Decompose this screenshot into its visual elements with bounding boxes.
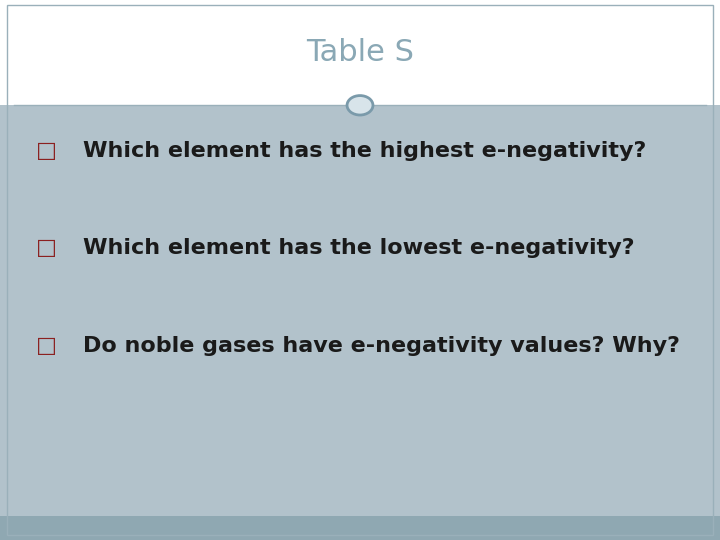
Bar xyxy=(0,0,720,105)
Text: Which element has the lowest e-negativity?: Which element has the lowest e-negativit… xyxy=(83,238,634,259)
Text: Table S: Table S xyxy=(306,38,414,67)
Bar xyxy=(0,105,720,516)
Circle shape xyxy=(347,96,373,115)
Text: Do noble gases have e-negativity values? Why?: Do noble gases have e-negativity values?… xyxy=(83,335,680,356)
Text: □: □ xyxy=(36,335,57,356)
Text: □: □ xyxy=(36,141,57,161)
Text: □: □ xyxy=(36,238,57,259)
Bar xyxy=(0,516,720,540)
Text: Which element has the highest e-negativity?: Which element has the highest e-negativi… xyxy=(83,141,646,161)
